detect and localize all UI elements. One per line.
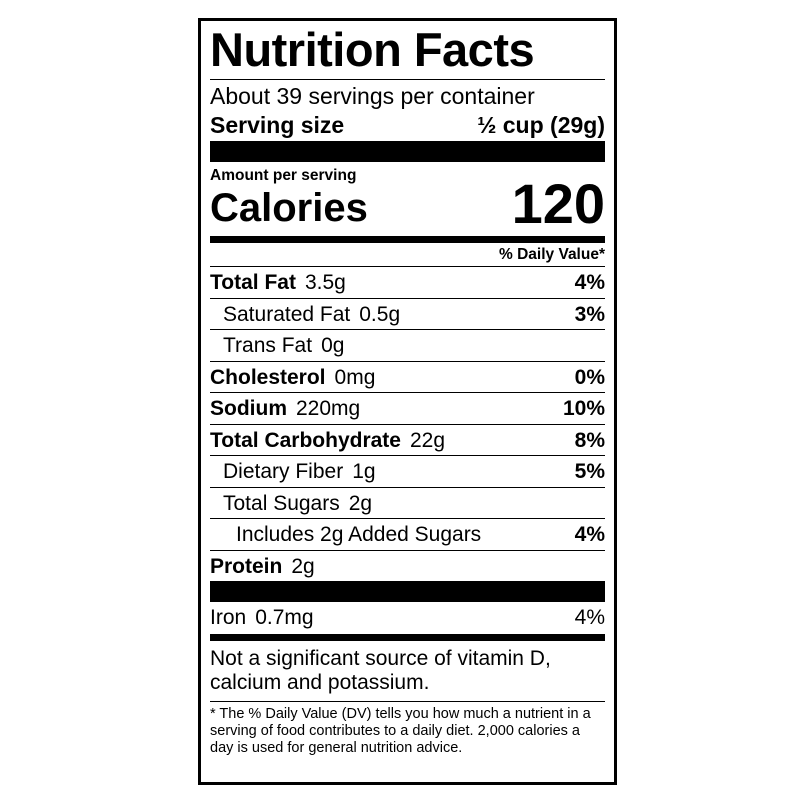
nutrient-amount: 2g [291,554,315,578]
nutrient-amount: 3.5g [304,271,346,294]
nutrient-row: Sodium 220mg 10% [210,393,605,425]
nutrient-name-amount: Cholesterol 0mg [210,362,375,393]
nutrient-name-amount: Protein 2g [210,551,315,582]
vitamin-name: Iron [210,606,247,629]
nutrient-amount: 22g [409,428,446,452]
footnote: * The % Daily Value (DV) tells you how m… [210,706,591,756]
nutrient-name: Total Fat [210,271,296,294]
nutrient-row: Saturated Fat 0.5g 3% [210,299,605,330]
serving-size-value: ½ cup (29g) [477,112,605,138]
daily-value-header: % Daily Value* [210,243,605,267]
nutrient-name: Trans Fat [223,334,313,357]
nutrient-list: Total Fat 3.5g 4% Saturated Fat 0.5g 3% Trans … [210,267,605,581]
vitamin-row: Iron 0.7mg 4% [210,602,605,632]
nutrient-daily-value: 3% [574,302,605,326]
nutrient-daily-value: 8% [574,428,605,452]
nutrient-amount: 0.5g [359,302,401,326]
nutrient-row: Total Carbohydrate 22g 8% [210,425,605,456]
nutrient-name-amount: Dietary Fiber 1g [210,456,376,487]
nutrient-name: Total Sugars [223,491,340,515]
divider [210,79,605,80]
calories-row: Calories 120 [210,176,605,232]
nutrient-row: Trans Fat 0g [210,330,605,362]
nutrient-amount: 0mg [334,365,376,389]
servings-per-container: About 39 servings per container [210,83,535,109]
vitamin-daily-value: 4% [574,606,605,629]
nutrient-name-amount: Saturated Fat 0.5g [210,299,400,330]
nutrient-name-amount: Total Sugars 2g [210,488,372,519]
not-significant-note: Not a significant source of vitamin D, c… [210,647,605,702]
nutrient-daily-value: 4% [574,271,605,294]
serving-size-label: Serving size [210,112,345,138]
nutrient-name-amount: Trans Fat 0g [210,330,344,361]
nutrient-daily-value: 5% [574,460,605,483]
nutrient-name: Sodium [210,397,287,420]
nutrient-row: Total Fat 3.5g 4% [210,267,605,299]
nutrient-name: Includes 2g Added Sugars [236,523,482,546]
nutrient-row: Total Sugars 2g [210,488,605,519]
thick-divider [210,581,605,602]
vitamin-list: Iron 0.7mg 4% [210,602,605,632]
nutrient-row: Dietary Fiber 1g 5% [210,456,605,488]
vitamin-name-amount: Iron 0.7mg [210,602,314,632]
nutrient-daily-value: 0% [574,365,605,389]
nutrient-name-amount: Total Fat 3.5g [210,267,346,298]
nutrient-daily-value: 10% [562,397,605,420]
nutrient-daily-value: 4% [574,523,605,546]
nutrient-row: Includes 2g Added Sugars 4% [210,519,605,551]
vitamin-amount: 0.7mg [255,606,314,629]
medium-divider [210,634,605,641]
nutrient-amount: 1g [352,460,376,483]
amount-per-serving: Amount per serving [210,167,357,184]
nutrient-name-amount: Sodium 220mg [210,393,360,424]
nutrient-row: Cholesterol 0mg 0% [210,362,605,393]
nutrient-row: Protein 2g [210,551,605,582]
nutrient-name: Dietary Fiber [223,460,344,483]
nutrient-name-amount: Includes 2g Added Sugars [210,519,481,550]
nutrient-name: Cholesterol [210,365,326,389]
thick-divider [210,141,605,162]
calories-label: Calories [210,186,368,230]
nutrient-amount: 2g [348,491,373,515]
serving-size: Serving size ½ cup (29g) [210,111,605,141]
medium-divider [210,236,605,243]
nutrient-amount: 220mg [296,397,361,420]
nutrient-name: Total Carbohydrate [210,428,401,452]
nutrient-name: Saturated Fat [223,302,351,326]
calories-value: 120 [511,172,605,235]
label-title: Nutrition Facts [210,23,535,76]
nutrition-facts-label: Nutrition Facts About 39 servings per co… [198,18,617,785]
nutrient-name: Protein [210,554,283,578]
nutrient-amount: 0g [321,334,345,357]
nutrient-name-amount: Total Carbohydrate 22g [210,425,445,456]
